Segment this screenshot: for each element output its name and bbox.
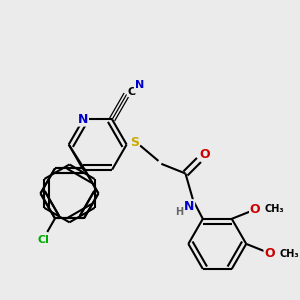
Text: O: O — [250, 203, 260, 216]
Text: H: H — [176, 207, 184, 217]
Text: N: N — [78, 113, 88, 126]
Text: Cl: Cl — [38, 235, 49, 245]
Text: C: C — [128, 86, 136, 97]
Text: S: S — [130, 136, 139, 149]
Text: CH₃: CH₃ — [279, 248, 299, 259]
Text: O: O — [264, 247, 275, 260]
Text: N: N — [184, 200, 194, 213]
Text: O: O — [200, 148, 210, 161]
Text: N: N — [134, 80, 144, 90]
Text: CH₃: CH₃ — [265, 204, 284, 214]
